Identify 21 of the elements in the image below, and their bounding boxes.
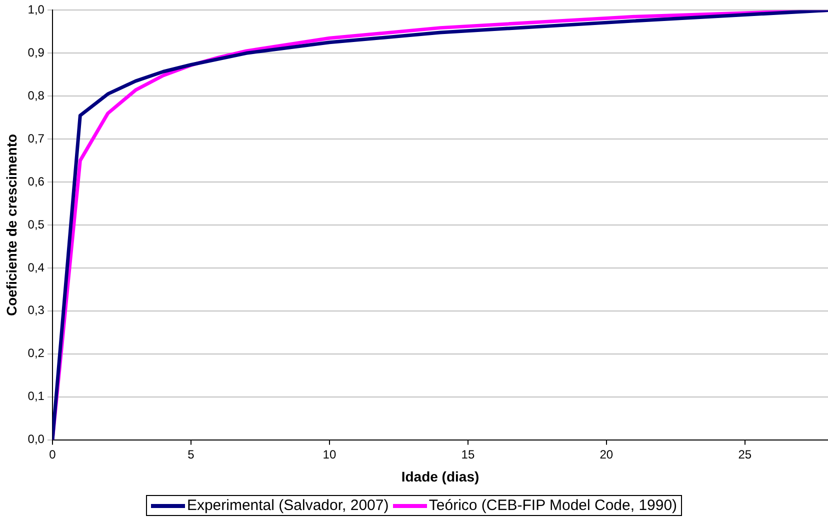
y-tick-label: 0,8 <box>28 88 45 102</box>
y-tick-label: 0,0 <box>28 432 45 446</box>
x-tick-label: 10 <box>322 447 336 462</box>
x-tick-label: 5 <box>188 447 195 462</box>
y-tick-label: 0,4 <box>28 260 45 274</box>
y-tick-label: 1,0 <box>28 2 45 17</box>
y-tick-label: 0,3 <box>28 303 45 318</box>
y-tick-label: 0,6 <box>28 174 45 188</box>
x-tick-label: 0 <box>49 447 56 462</box>
y-tick-label: 0,5 <box>28 217 45 232</box>
y-tick-label: 0,9 <box>28 45 45 60</box>
y-tick-label: 0,1 <box>28 389 45 404</box>
y-tick-label: 0,2 <box>28 346 45 360</box>
x-tick-label: 15 <box>461 447 475 462</box>
x-tick-label: 25 <box>738 447 752 462</box>
x-tick-label: 20 <box>600 447 614 462</box>
y-tick-label: 0,7 <box>28 131 45 146</box>
x-axis-title: Idade (dias) <box>401 468 480 484</box>
legend-label: Teórico (CEB-FIP Model Code, 1990) <box>428 497 678 514</box>
y-axis-title: Coeficiente de crescimento <box>3 134 20 316</box>
legend-label: Experimental (Salvador, 2007) <box>186 497 390 514</box>
